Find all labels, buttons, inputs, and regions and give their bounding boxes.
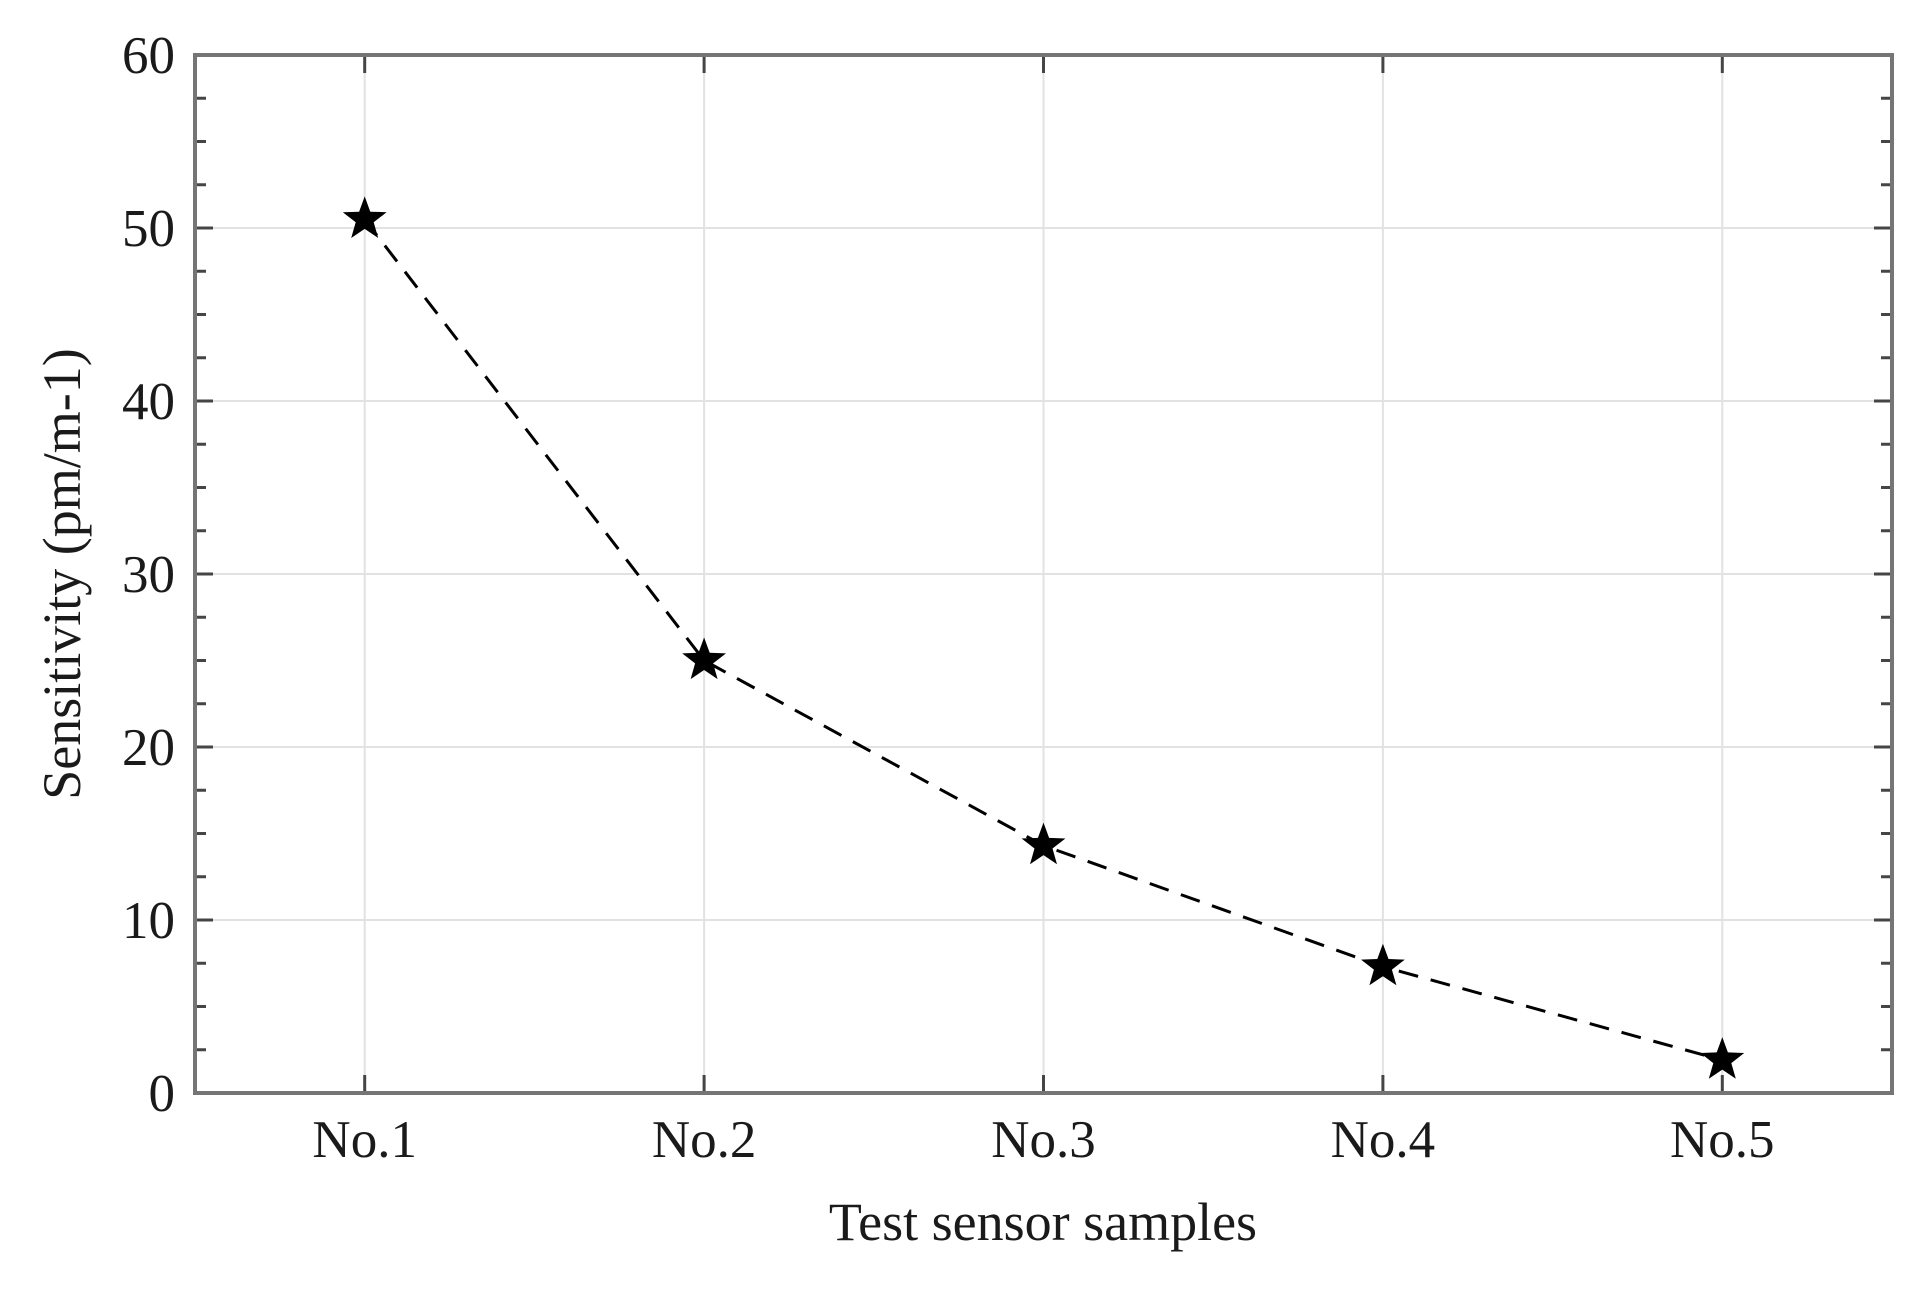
- y-tick-label: 50: [122, 200, 175, 258]
- data-point-marker: [1021, 822, 1066, 865]
- gridlines: [195, 55, 1892, 1093]
- x-tick-label: No.3: [991, 1111, 1096, 1169]
- x-tick-label: No.1: [312, 1111, 417, 1169]
- data-point-marker: [682, 637, 726, 680]
- y-tick-label: 60: [122, 27, 175, 85]
- tick-labels: 0 10 20 30 40 50 60 No.1 No.2 No.3 No.4 No.5: [122, 27, 1775, 1169]
- x-axis-label: Test sensor samples: [829, 1192, 1257, 1252]
- x-tick-label: No.2: [652, 1111, 757, 1169]
- y-tick-label: 10: [122, 892, 175, 950]
- data-series: [342, 196, 1745, 1079]
- plot-border: [193, 53, 1894, 1095]
- axis-box: [193, 53, 1894, 1095]
- x-tick-label: No.5: [1670, 1111, 1775, 1169]
- y-tick-label: 0: [149, 1065, 176, 1123]
- data-point-marker: [1361, 943, 1405, 986]
- y-tick-label: 20: [122, 719, 175, 777]
- y-tick-label: 40: [122, 373, 175, 431]
- y-axis-label: Sensitivity (pm/m-1): [32, 348, 92, 800]
- data-point-marker: [1700, 1037, 1745, 1079]
- x-tick-label: No.4: [1331, 1111, 1436, 1169]
- chart-plot-area: 0 10 20 30 40 50 60 No.1 No.2 No.3 No.4 No.5: [122, 27, 1894, 1169]
- data-point-marker: [342, 196, 387, 238]
- y-tick-label: 30: [122, 546, 175, 604]
